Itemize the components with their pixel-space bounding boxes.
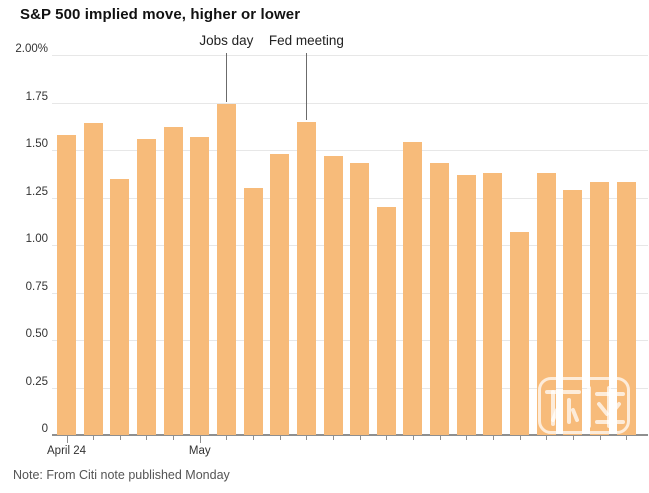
gridline <box>52 340 648 341</box>
source-note: Note: From Citi note published Monday <box>13 468 230 482</box>
bar <box>403 142 423 435</box>
x-axis-tick-label: April 24 <box>47 445 86 457</box>
gridline <box>52 245 648 246</box>
bar <box>590 182 609 435</box>
bar <box>296 121 316 435</box>
x-axis-tick <box>66 436 68 443</box>
annotation-line <box>306 53 308 120</box>
bar <box>510 231 530 435</box>
x-axis-tick <box>359 436 361 440</box>
y-axis-tick-label: 1.25 <box>25 185 48 198</box>
x-axis-tick <box>626 436 628 440</box>
x-axis-tick <box>572 436 574 440</box>
x-axis-tick <box>546 436 548 440</box>
y-axis-tick-label: 0.25 <box>25 375 48 388</box>
bar <box>616 182 636 435</box>
bar <box>376 207 396 435</box>
x-axis-tick <box>439 436 441 440</box>
x-axis-tick <box>226 436 228 440</box>
bar <box>136 138 156 435</box>
bar <box>83 123 103 435</box>
gridline <box>52 387 648 389</box>
x-axis-tick <box>599 436 601 440</box>
bar <box>163 127 183 435</box>
x-axis-tick-label: May <box>188 445 211 457</box>
chart-title: S&P 500 implied move, higher or lower <box>20 6 301 23</box>
bar <box>536 172 556 435</box>
x-axis-tick <box>199 436 201 443</box>
bar <box>57 134 76 435</box>
gridline <box>52 150 648 151</box>
x-axis-tick <box>253 436 255 440</box>
y-axis-tick-label: 0.75 <box>25 280 48 293</box>
bar <box>430 163 450 435</box>
bar <box>190 136 210 435</box>
y-axis-tick-label: 0 <box>41 423 48 435</box>
annotation-label: Jobs day <box>199 33 254 48</box>
x-axis-tick <box>119 436 121 440</box>
annotation-label: Fed meeting <box>268 33 344 48</box>
bar <box>483 172 503 435</box>
x-axis-tick <box>93 436 95 440</box>
x-axis-tick <box>173 436 175 440</box>
gridline <box>52 292 648 294</box>
bar <box>323 155 343 435</box>
bar <box>110 178 130 435</box>
bar <box>216 104 236 435</box>
gridline <box>52 197 648 199</box>
y-axis-tick-label: 0.50 <box>25 328 48 340</box>
x-axis-tick <box>306 436 308 440</box>
bar <box>563 189 583 435</box>
x-axis-tick <box>386 436 388 440</box>
bar <box>350 163 370 435</box>
bar <box>243 188 263 435</box>
x-axis-tick <box>519 436 521 440</box>
bar <box>456 174 476 435</box>
gridline <box>52 55 648 56</box>
x-axis-tick <box>333 436 334 440</box>
gridline <box>52 102 648 104</box>
bar <box>270 153 290 435</box>
y-axis-tick-label: 1.75 <box>25 90 48 103</box>
y-axis-tick-label: 1.50 <box>25 138 48 150</box>
x-axis-tick <box>146 436 148 440</box>
x-axis-tick <box>412 436 414 440</box>
annotation-line <box>226 53 228 103</box>
y-axis-tick-label: 1.00 <box>25 233 48 245</box>
x-axis-tick <box>279 436 281 440</box>
x-axis-line <box>52 434 648 436</box>
x-axis-tick <box>466 436 468 440</box>
y-axis-tick-label: 2.00% <box>15 43 48 55</box>
x-axis-tick <box>492 436 494 440</box>
